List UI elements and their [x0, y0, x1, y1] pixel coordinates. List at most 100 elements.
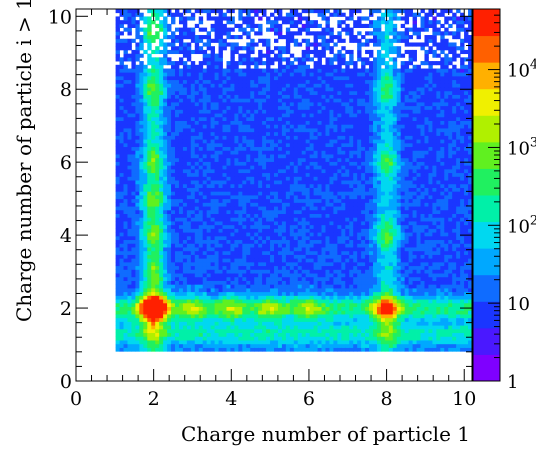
heatmap-cell-1537 [182, 139, 188, 144]
heatmap-cell-3105 [254, 102, 259, 107]
heatmap-cell-927 [155, 146, 160, 151]
heatmap-cell-88 [115, 16, 120, 21]
heatmap-cell-4290 [309, 161, 314, 166]
heatmap-cell-300 [127, 217, 132, 222]
heatmap-cell-4330 [313, 321, 318, 326]
heatmap-cell-4196 [305, 180, 311, 185]
heatmap-cell-3760 [285, 195, 291, 200]
heatmap-cell-2542 [230, 265, 235, 270]
heatmap-cell-4176 [305, 254, 311, 259]
heatmap-cell-2795 [242, 280, 247, 285]
heatmap-cell-410 [131, 135, 136, 140]
heatmap-cell-2167 [210, 27, 215, 32]
heatmap-cell-4514 [321, 288, 326, 293]
heatmap-cell-4806 [333, 176, 338, 181]
heatmap-cell-10 [115, 310, 120, 315]
heatmap-cell-4375 [313, 154, 318, 159]
heatmap-cell-743 [147, 183, 152, 188]
heatmap-cell-1993 [202, 35, 208, 40]
heatmap-cell-4987 [341, 139, 346, 144]
heatmap-cell-1184 [167, 168, 172, 174]
heatmap-cell-2199 [214, 243, 219, 248]
heatmap-cell-1121 [163, 72, 168, 77]
heatmap-cell-1066 [163, 276, 168, 281]
heatmap-cell-4769 [333, 314, 338, 319]
heatmap-cell-2914 [246, 154, 251, 159]
heatmap-cell-4700 [329, 250, 334, 255]
heatmap-cell-855 [151, 98, 156, 103]
heatmap-cell-2858 [242, 27, 247, 32]
heatmap-cell-3481 [274, 273, 279, 278]
heatmap-cell-3054 [254, 291, 259, 296]
heatmap-cell-753 [147, 146, 152, 151]
heatmap-cell-3179 [258, 139, 263, 144]
heatmap-cell-963 [159, 336, 164, 341]
heatmap-cell-1403 [178, 310, 184, 315]
heatmap-cell-1154 [167, 280, 172, 285]
heatmap-cell-9 [115, 314, 120, 319]
heatmap-cell-4213 [305, 116, 311, 121]
heatmap-cell-166 [119, 64, 124, 69]
heatmap-cell-3968 [293, 75, 299, 81]
heatmap-cell-1681 [190, 258, 196, 263]
heatmap-cell-1742 [194, 347, 200, 352]
heatmap-cell-2095 [210, 306, 215, 311]
heatmap-cell-4444 [317, 224, 322, 229]
heatmap-cell-1769 [194, 247, 200, 252]
heatmap-cell-280 [127, 291, 132, 296]
heatmap-cell-824 [151, 213, 156, 218]
heatmap-cell-4159 [305, 317, 311, 322]
heatmap-cell-4194 [305, 187, 311, 192]
heatmap-cell-4590 [325, 332, 330, 337]
heatmap-cell-1900 [198, 72, 204, 77]
heatmap-cell-4017 [297, 209, 303, 214]
heatmap-cell-289 [127, 258, 132, 263]
heatmap-cell-2367 [222, 288, 227, 293]
heatmap-cell-1010 [159, 161, 164, 166]
heatmap-cell-4511 [321, 299, 326, 304]
heatmap-cell-3907 [293, 302, 299, 307]
heatmap-cell-418 [131, 105, 136, 110]
heatmap-cell-344 [127, 42, 132, 47]
heatmap-cell-1811 [194, 90, 200, 95]
heatmap-cell-4034 [297, 146, 303, 151]
heatmap-cell-4090 [301, 254, 307, 259]
heatmap-cell-4968 [341, 209, 346, 214]
heatmap-cell-2699 [238, 317, 243, 322]
heatmap-cell-4309 [309, 90, 314, 95]
heatmap-cell-1487 [182, 325, 188, 330]
heatmap-cell-3039 [254, 347, 259, 352]
heatmap-cell-550 [139, 269, 144, 274]
heatmap-cell-82 [115, 38, 120, 43]
heatmap-cell-739 [147, 198, 152, 203]
heatmap-cell-4185 [305, 221, 311, 226]
heatmap-cell-719 [147, 273, 152, 278]
heatmap-cell-852 [151, 109, 156, 114]
heatmap-cell-2813 [242, 213, 247, 218]
heatmap-cell-2222 [214, 157, 219, 162]
heatmap-cell-2444 [226, 314, 231, 319]
heatmap-cell-949 [155, 64, 160, 69]
heatmap-cell-269 [127, 332, 132, 337]
heatmap-cell-3366 [266, 68, 271, 73]
heatmap-cell-4775 [333, 291, 338, 296]
heatmap-cell-2229 [214, 131, 219, 136]
heatmap-cell-2940 [246, 57, 251, 62]
heatmap-cell-1238 [171, 284, 176, 289]
heatmap-cell-3761 [285, 191, 291, 196]
heatmap-cell-4547 [321, 165, 326, 170]
heatmap-cell-4072 [301, 321, 307, 326]
heatmap-cell-4049 [297, 90, 303, 95]
heatmap-cell-2963 [250, 306, 255, 311]
heatmap-cell-375 [131, 265, 136, 270]
heatmap-cell-4948 [341, 284, 346, 289]
heatmap-cell-3430 [270, 154, 275, 159]
heatmap-cell-3557 [277, 310, 283, 315]
heatmap-cell-3492 [274, 232, 279, 237]
heatmap-cell-3723 [285, 332, 291, 337]
heatmap-cell-1547 [182, 102, 188, 107]
heatmap-cell-848 [151, 124, 156, 129]
heatmap-cell-4294 [309, 146, 314, 151]
heatmap-cell-4605 [325, 276, 330, 281]
heatmap-cell-470 [135, 235, 140, 241]
